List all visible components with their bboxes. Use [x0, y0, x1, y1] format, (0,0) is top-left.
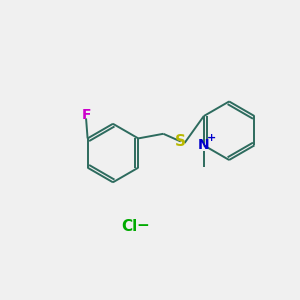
- Text: S: S: [175, 134, 186, 149]
- Text: −: −: [136, 218, 149, 233]
- Text: Cl: Cl: [121, 220, 137, 235]
- Text: F: F: [81, 108, 91, 122]
- Text: N: N: [198, 138, 210, 152]
- Text: +: +: [207, 133, 216, 142]
